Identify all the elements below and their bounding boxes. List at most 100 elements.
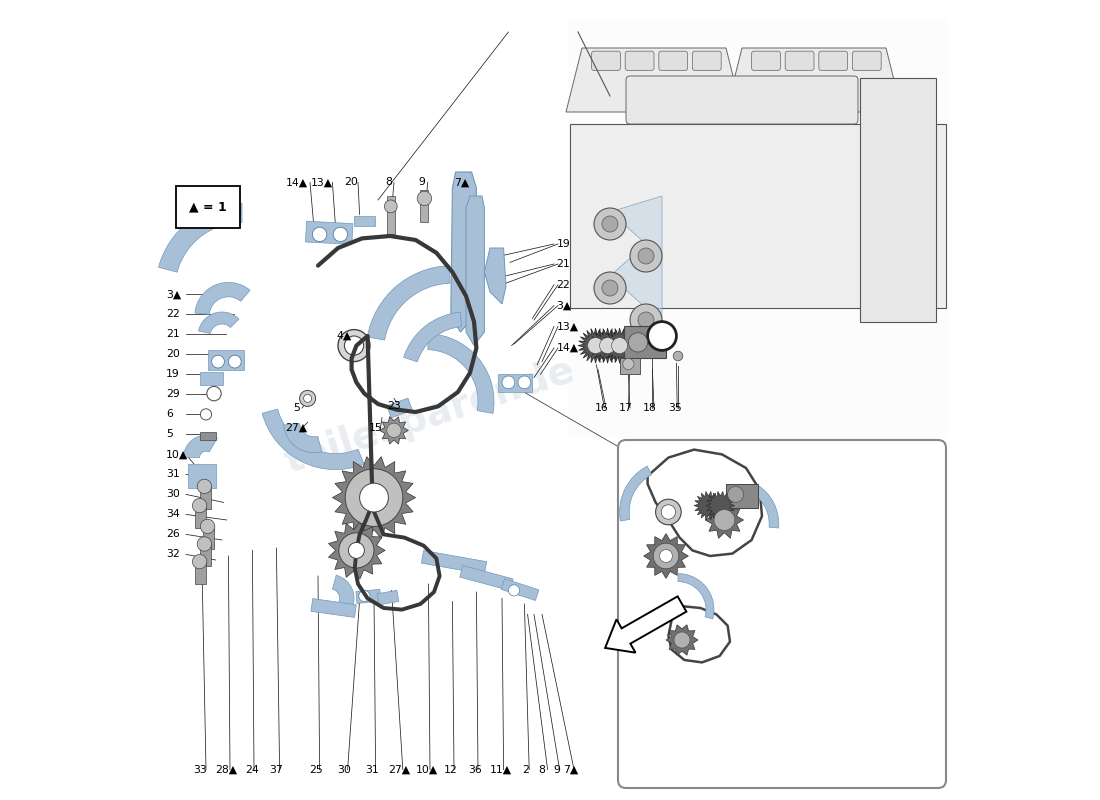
FancyBboxPatch shape xyxy=(626,76,858,124)
FancyBboxPatch shape xyxy=(568,18,948,438)
Polygon shape xyxy=(705,502,744,538)
Polygon shape xyxy=(451,172,476,332)
Text: 30: 30 xyxy=(338,765,351,774)
Polygon shape xyxy=(602,328,637,363)
Wedge shape xyxy=(284,424,322,453)
Text: 3▲: 3▲ xyxy=(166,290,182,299)
Circle shape xyxy=(344,336,364,355)
Text: 13▲: 13▲ xyxy=(557,322,579,331)
Circle shape xyxy=(673,351,683,361)
Circle shape xyxy=(661,505,675,519)
Bar xyxy=(387,196,395,234)
Polygon shape xyxy=(644,534,689,578)
Bar xyxy=(420,190,428,222)
Circle shape xyxy=(638,312,654,328)
Circle shape xyxy=(612,338,628,354)
FancyBboxPatch shape xyxy=(751,51,780,70)
Bar xyxy=(202,526,215,549)
Circle shape xyxy=(200,409,211,420)
Wedge shape xyxy=(404,312,462,362)
Circle shape xyxy=(648,322,676,350)
Text: 28▲: 28▲ xyxy=(214,765,238,774)
Circle shape xyxy=(518,376,531,389)
Text: 15: 15 xyxy=(368,423,383,433)
Text: 37: 37 xyxy=(270,765,284,774)
Circle shape xyxy=(674,632,690,648)
Circle shape xyxy=(345,469,403,526)
Circle shape xyxy=(333,227,348,242)
Text: 31: 31 xyxy=(166,470,179,479)
Circle shape xyxy=(192,554,207,569)
Bar xyxy=(195,506,206,528)
Bar xyxy=(387,398,412,418)
Bar xyxy=(208,350,243,370)
Text: 21: 21 xyxy=(557,259,570,269)
Circle shape xyxy=(594,208,626,240)
Bar xyxy=(354,216,375,226)
Circle shape xyxy=(628,333,648,352)
Polygon shape xyxy=(466,196,484,346)
Wedge shape xyxy=(752,485,779,528)
Circle shape xyxy=(638,248,654,264)
Text: 4▲: 4▲ xyxy=(336,331,351,341)
Circle shape xyxy=(339,533,374,568)
Circle shape xyxy=(714,510,735,530)
Text: 5: 5 xyxy=(166,430,173,439)
Circle shape xyxy=(653,543,679,569)
Text: 6: 6 xyxy=(166,410,173,419)
Circle shape xyxy=(630,240,662,272)
Circle shape xyxy=(387,423,402,438)
Bar xyxy=(306,222,353,244)
Polygon shape xyxy=(379,417,408,444)
Text: 11▲: 11▲ xyxy=(490,765,512,774)
Polygon shape xyxy=(666,625,698,655)
FancyBboxPatch shape xyxy=(618,440,946,788)
Circle shape xyxy=(299,390,316,406)
Circle shape xyxy=(359,590,370,602)
Text: 20: 20 xyxy=(166,350,180,359)
Wedge shape xyxy=(332,575,354,610)
Circle shape xyxy=(654,328,670,344)
Text: 8: 8 xyxy=(385,178,392,187)
Bar xyxy=(625,326,666,358)
Text: 10▲: 10▲ xyxy=(416,765,438,774)
Circle shape xyxy=(192,498,207,513)
FancyArrow shape xyxy=(605,596,686,653)
Bar xyxy=(195,562,206,584)
Circle shape xyxy=(211,355,224,368)
Wedge shape xyxy=(428,334,494,414)
FancyBboxPatch shape xyxy=(659,51,688,70)
Wedge shape xyxy=(367,266,450,340)
Text: 27▲: 27▲ xyxy=(388,765,410,774)
Polygon shape xyxy=(706,491,735,520)
Circle shape xyxy=(312,227,327,242)
Circle shape xyxy=(594,272,626,304)
Text: 9: 9 xyxy=(553,765,560,774)
Text: 14▲: 14▲ xyxy=(557,343,579,353)
FancyBboxPatch shape xyxy=(818,51,848,70)
Bar xyxy=(199,432,216,440)
Polygon shape xyxy=(566,48,742,112)
Polygon shape xyxy=(332,457,416,538)
Circle shape xyxy=(502,376,515,389)
Text: 17: 17 xyxy=(619,403,632,413)
FancyBboxPatch shape xyxy=(852,51,881,70)
Circle shape xyxy=(384,200,397,213)
Circle shape xyxy=(360,483,388,512)
Text: 25: 25 xyxy=(309,765,323,774)
Polygon shape xyxy=(726,48,902,112)
Text: 5: 5 xyxy=(293,403,300,413)
Text: 9: 9 xyxy=(419,178,426,187)
Circle shape xyxy=(304,394,311,402)
Bar xyxy=(199,486,211,509)
Circle shape xyxy=(197,479,211,494)
Polygon shape xyxy=(590,328,625,363)
Text: 14▲: 14▲ xyxy=(285,178,308,187)
Text: 7▲: 7▲ xyxy=(454,178,470,187)
Text: 36: 36 xyxy=(468,765,482,774)
Circle shape xyxy=(602,280,618,296)
Circle shape xyxy=(727,486,744,502)
Circle shape xyxy=(600,338,616,354)
Text: 18: 18 xyxy=(644,403,657,413)
Circle shape xyxy=(508,585,519,596)
